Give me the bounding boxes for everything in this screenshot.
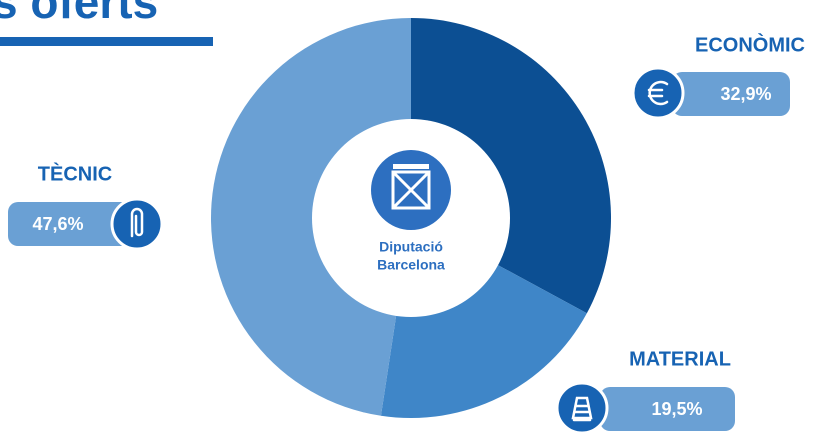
value-label: 19,5% <box>651 399 702 419</box>
logo-text: Diputació <box>379 239 443 255</box>
logo-cross <box>391 170 431 210</box>
title-underline <box>0 37 213 46</box>
icon-circle <box>555 381 609 435</box>
logo-shield <box>391 170 431 210</box>
value-label: 47,6% <box>32 214 83 234</box>
chart-title: s oferts <box>0 0 158 28</box>
value-pill <box>8 202 138 246</box>
category-label: TÈCNIC <box>38 162 112 185</box>
logo-crown <box>393 164 429 169</box>
logo-text: Barcelona <box>377 257 445 273</box>
logo <box>371 150 451 230</box>
value-pill <box>600 387 735 431</box>
category-label: ECONÒMIC <box>695 32 805 56</box>
icon <box>647 80 669 106</box>
icon <box>571 396 593 422</box>
value-label: 32,9% <box>720 84 771 104</box>
category-label: MATERIAL <box>629 348 731 370</box>
icon <box>130 207 144 238</box>
value-pill <box>672 72 790 116</box>
icon-circle <box>631 66 685 120</box>
donut-slice <box>211 18 411 416</box>
